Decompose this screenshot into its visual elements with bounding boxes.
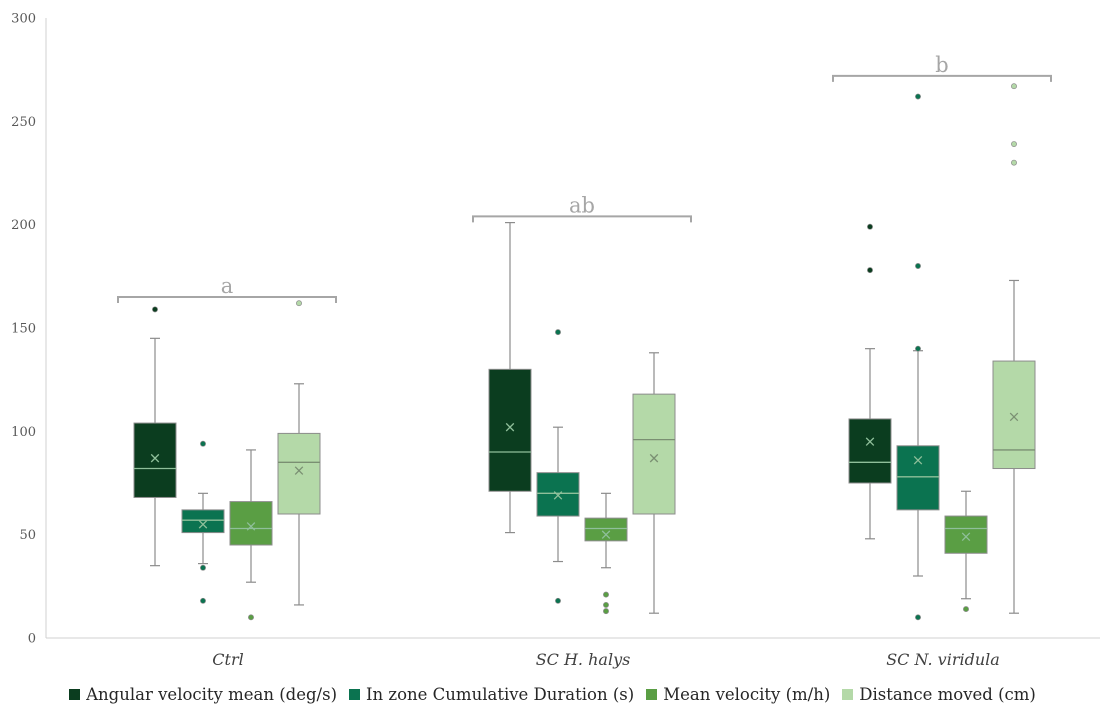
legend-label: Angular velocity mean (deg/s) — [86, 684, 338, 704]
outlier-point — [603, 601, 609, 608]
outlier-point — [296, 300, 302, 307]
box-1-0 — [181, 440, 225, 604]
y-tick-label: 250 — [11, 115, 36, 130]
mean-marker — [553, 491, 563, 500]
y-tick-label: 50 — [19, 528, 36, 543]
y-tick-label: 300 — [11, 11, 36, 26]
legend-label: In zone Cumulative Duration (s) — [366, 684, 635, 704]
y-tick-label: 0 — [28, 632, 36, 647]
box-groups — [133, 83, 1036, 621]
outlier-point — [200, 564, 206, 571]
legend-swatch — [349, 688, 361, 700]
mean-marker — [294, 466, 304, 475]
box-iqr — [133, 422, 177, 498]
box-2-0 — [229, 449, 273, 621]
axes: 0 50 100 150 200 250 300 Ctrl SC H. halys SC N. v… — [11, 11, 1100, 669]
box-iqr — [944, 515, 988, 554]
mean-marker — [913, 456, 923, 465]
significance-bracket: b — [832, 53, 1052, 82]
legend-label: Mean velocity (m/h) — [663, 684, 831, 704]
outlier-point — [603, 591, 609, 598]
legend-entry: Mean velocity (m/h) — [646, 685, 830, 704]
y-tick-label: 200 — [11, 218, 36, 233]
box-iqr — [229, 501, 273, 546]
legend-swatch — [646, 688, 658, 700]
legend-entry: In zone Cumulative Duration (s) — [349, 685, 634, 704]
legend-label: Distance moved (cm) — [859, 684, 1036, 704]
box-0-0 — [133, 306, 177, 567]
outlier-point — [1011, 83, 1017, 90]
box-2-2 — [944, 490, 988, 613]
outlier-point — [915, 345, 921, 352]
outlier-point — [963, 606, 969, 613]
significance-bracket: a — [117, 274, 337, 303]
box-iqr — [181, 509, 225, 534]
significance-letter: b — [935, 53, 948, 77]
box-1-1 — [536, 329, 580, 604]
box-iqr — [277, 432, 321, 515]
x-category-label: SC H. halys — [536, 650, 631, 669]
significance-bracket: ab — [472, 193, 692, 223]
y-tick-label: 150 — [11, 321, 36, 336]
box-iqr — [536, 472, 580, 517]
box-iqr — [584, 517, 628, 542]
box-iqr — [896, 445, 940, 511]
box-iqr — [488, 368, 532, 492]
x-category-label: SC N. viridula — [886, 650, 1000, 669]
box-3-1 — [632, 352, 676, 614]
x-category-label: Ctrl — [212, 650, 243, 669]
outlier-point — [248, 614, 254, 621]
significance-letter: ab — [569, 193, 595, 217]
box-1-2 — [896, 93, 940, 621]
outlier-point — [555, 329, 561, 336]
outlier-point — [915, 263, 921, 269]
outlier-point — [200, 597, 206, 604]
mean-marker — [961, 532, 971, 541]
y-tick-label: 100 — [11, 425, 36, 440]
significance-letter: a — [221, 274, 234, 298]
box-3-0 — [277, 300, 321, 606]
legend-entry: Angular velocity mean (deg/s) — [69, 685, 337, 704]
box-iqr — [848, 418, 892, 484]
mean-marker — [150, 453, 160, 463]
mean-marker — [1009, 412, 1019, 422]
box-iqr — [992, 360, 1036, 470]
mean-marker — [601, 530, 611, 539]
outlier-point — [555, 597, 561, 604]
mean-marker — [505, 422, 515, 432]
legend: Angular velocity mean (deg/s) In zone Cum… — [0, 680, 1105, 708]
outlier-point — [867, 223, 873, 230]
outlier-point — [1011, 159, 1017, 166]
outlier-point — [1011, 141, 1017, 148]
legend-swatch — [69, 688, 81, 700]
legend-swatch — [842, 688, 854, 700]
box-iqr — [632, 393, 676, 515]
mean-marker — [198, 520, 208, 529]
legend-entry: Distance moved (cm) — [842, 685, 1036, 704]
mean-marker — [246, 522, 256, 531]
outlier-point — [915, 614, 921, 621]
box-0-2 — [848, 223, 892, 540]
mean-marker — [865, 437, 875, 446]
box-0-1 — [488, 221, 532, 534]
box-3-2 — [992, 83, 1036, 614]
outlier-point — [200, 440, 206, 447]
outlier-point — [915, 93, 921, 100]
outlier-point — [603, 608, 609, 615]
outlier-point — [867, 267, 873, 274]
outlier-point — [152, 306, 158, 313]
box-2-1 — [584, 492, 628, 615]
significance-annotations: a ab b — [117, 53, 1052, 303]
mean-marker — [649, 453, 659, 463]
